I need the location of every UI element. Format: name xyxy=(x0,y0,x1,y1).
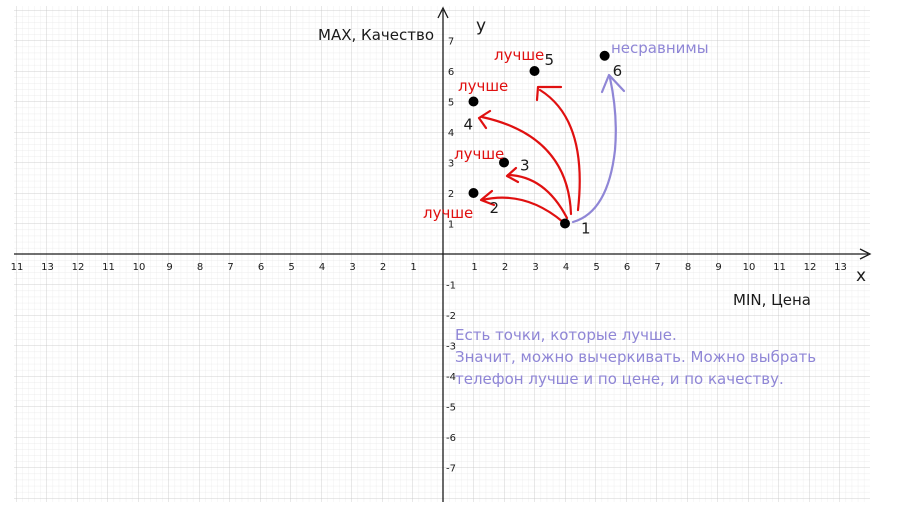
x-tick-label: 12 xyxy=(72,262,85,273)
point-label-6: 6 xyxy=(613,62,623,80)
x-tick-label: 10 xyxy=(743,262,756,273)
x-tick-label: 8 xyxy=(197,262,203,273)
x-tick-label: 6 xyxy=(624,262,630,273)
y-tick-label: -7 xyxy=(446,464,456,475)
x-tick-label: 7 xyxy=(227,262,233,273)
y-tick-label: -5 xyxy=(446,403,456,414)
note-line-1: Есть точки, которые лучше. xyxy=(455,326,677,344)
point-5 xyxy=(529,66,540,76)
x-tick-label: 3 xyxy=(532,262,538,273)
note-line-3: телефон лучше и по цене, и по качеству. xyxy=(455,370,784,388)
y-tick-label: -2 xyxy=(446,311,456,322)
arrow-1-to-2-head xyxy=(479,189,496,207)
x-tick-label: 2 xyxy=(502,262,508,273)
better-label-3: лучше xyxy=(454,145,504,163)
data-points: 1 2 3 4 5 6 xyxy=(464,50,623,238)
y-tick-label: 6 xyxy=(448,67,454,78)
arrow-1-to-2 xyxy=(480,196,565,224)
x-tick-label: 9 xyxy=(166,262,172,273)
point-4 xyxy=(468,96,479,107)
x-tick-label: 4 xyxy=(319,262,325,273)
arrow-1-to-5-head xyxy=(535,85,563,102)
better-arrows xyxy=(477,85,581,224)
point-label-2: 2 xyxy=(490,199,500,217)
explanation-note: Есть точки, которые лучше. Значит, можно… xyxy=(455,326,816,388)
x-tick-label: 11 xyxy=(11,262,24,273)
x-tick-label: 7 xyxy=(654,262,660,273)
point-label-4: 4 xyxy=(464,116,474,134)
x-axis-arrowhead xyxy=(859,248,872,260)
y-tick-label: 5 xyxy=(448,98,454,109)
arrow-1-to-4 xyxy=(480,115,573,216)
y-tick-label: -3 xyxy=(446,342,456,353)
x-tick-label: 11 xyxy=(773,262,786,273)
y-axis-label: y xyxy=(476,16,486,36)
x-tick-label: 5 xyxy=(288,262,294,273)
arrow-1-to-6 xyxy=(571,76,617,224)
y-tick-label: 3 xyxy=(448,159,454,170)
y-tick-label: 7 xyxy=(448,37,454,48)
point-1 xyxy=(560,218,570,229)
x-tick-label: 12 xyxy=(804,262,817,273)
point-3 xyxy=(499,157,509,168)
x-tick-label: 6 xyxy=(258,262,264,273)
incomparable-label-6: несравнимы xyxy=(611,39,709,57)
better-label-4: лучше xyxy=(458,77,508,95)
y-tick-label: 1 xyxy=(448,220,454,231)
x-tick-label: 11 xyxy=(102,262,115,273)
x-tick-label: 9 xyxy=(715,262,721,273)
point-label-3: 3 xyxy=(520,157,530,175)
better-label-2: лучше xyxy=(423,204,473,222)
x-tick-label: 3 xyxy=(349,262,355,273)
x-tick-label: 2 xyxy=(380,262,386,273)
x-tick-label: 10 xyxy=(133,262,146,273)
incomparable-arrow xyxy=(571,73,626,224)
y-tick-label: 2 xyxy=(448,189,454,200)
x-tick-label: 5 xyxy=(593,262,599,273)
x-tick-label: 4 xyxy=(563,262,569,273)
y-tick-label: -1 xyxy=(446,281,456,292)
x-tick-label: 13 xyxy=(834,262,847,273)
point-label-1: 1 xyxy=(581,220,591,238)
x-tick-label: 13 xyxy=(41,262,54,273)
arrow-1-to-5 xyxy=(538,88,581,212)
arrow-1-to-3-head xyxy=(505,166,520,184)
point-2 xyxy=(468,188,479,198)
arrow-1-to-3 xyxy=(506,173,569,220)
y-tick-label: -4 xyxy=(446,372,456,383)
x-tick-label: 1 xyxy=(471,262,477,273)
y-axis-caption: MAX, Качество xyxy=(318,26,434,44)
arrow-1-to-6-head xyxy=(600,73,626,94)
y-tick-label: 4 xyxy=(448,128,454,139)
point-6 xyxy=(599,50,610,61)
note-line-2: Значит, можно вычеркивать. Можно выбрать xyxy=(455,348,816,366)
x-tick-label: 8 xyxy=(685,262,691,273)
x-axis-label: x xyxy=(856,266,866,286)
arrow-1-to-4-head xyxy=(477,109,492,130)
x-tick-label: 1 xyxy=(410,262,416,273)
better-label-5: лучше xyxy=(494,46,544,64)
y-axis-arrowhead xyxy=(437,6,449,19)
point-label-5: 5 xyxy=(545,51,555,69)
x-axis-caption: MIN, Цена xyxy=(733,291,811,309)
y-tick-label: -6 xyxy=(446,433,456,444)
tick-labels: 1 2 3 4 5 6 7 8 9 10 11 12 1312345678910111213111234… xyxy=(11,37,847,475)
